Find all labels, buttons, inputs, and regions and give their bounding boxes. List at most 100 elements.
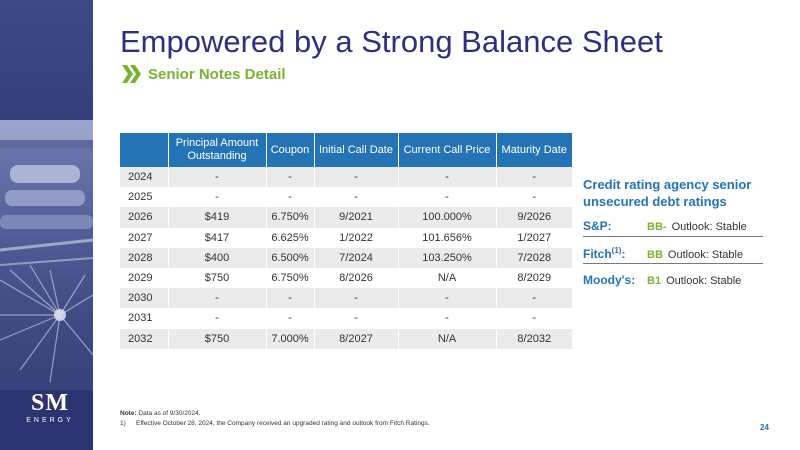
rating-row-moodys: Moody's: B1 Outlook: Stable	[583, 264, 763, 291]
rating-outlook: Outlook: Stable	[666, 275, 742, 287]
credit-ratings-panel: Credit rating agency senior unsecured de…	[583, 176, 763, 291]
cell-maturity-date: -	[496, 288, 572, 309]
cell-current-call-price: N/A	[398, 328, 497, 349]
facility-illustration	[0, 120, 93, 383]
cell-maturity-date: 8/2032	[496, 328, 572, 349]
cell-principal: $417	[168, 227, 267, 248]
table-row: 2026 $419 6.750% 9/2021 100.000% 9/2026	[120, 207, 572, 228]
header-coupon: Coupon	[266, 133, 315, 167]
cell-initial-call-date: 8/2026	[314, 267, 399, 289]
cell-year: 2028	[120, 247, 169, 268]
cell-coupon: -	[266, 288, 315, 309]
table-row: 2028 $400 6.500% 7/2024 103.250% 7/2028	[120, 247, 572, 268]
cell-current-call-price: N/A	[398, 267, 497, 289]
table-body: 2024- - - - -2025- - - - -2026 $419 6.750% 9/2021 10…	[120, 167, 572, 349]
cell-initial-call-date: -	[314, 167, 399, 188]
table-row: 2031- - - - -	[120, 308, 572, 329]
cell-year: 2030	[120, 288, 169, 309]
sidebar-photo-sky	[0, 0, 93, 120]
ratings-heading: Credit rating agency senior unsecured de…	[583, 177, 752, 209]
slide-subtitle: Senior Notes Detail	[148, 65, 286, 83]
cell-year: 2031	[120, 308, 169, 329]
cell-current-call-price: -	[398, 167, 497, 188]
subtitle-row: Senior Notes Detail	[122, 64, 286, 84]
table-row: 2024- - - - -	[120, 167, 572, 188]
cell-maturity-date: 8/2029	[496, 267, 572, 289]
header-current-call-price: Current Call Price	[398, 133, 497, 167]
cell-principal: $750	[168, 328, 267, 349]
cell-principal: -	[168, 308, 267, 329]
footnote-text: Effective October 28, 2024, the Company …	[136, 420, 430, 427]
double-chevron-right-icon	[122, 65, 141, 83]
rating-row-sp: S&P: BB- Outlook: Stable	[583, 210, 763, 237]
rating-outlook: Outlook: Stable	[671, 221, 747, 233]
cell-maturity-date: 7/2028	[496, 247, 572, 268]
cell-maturity-date: -	[496, 167, 572, 188]
cell-initial-call-date: -	[314, 308, 399, 329]
rating-grade: BB-	[647, 221, 667, 233]
header-maturity-date: Maturity Date	[496, 133, 572, 167]
cell-coupon: -	[266, 167, 315, 188]
cell-coupon: 7.000%	[266, 328, 315, 349]
header-year	[120, 133, 169, 167]
cell-current-call-price: 100.000%	[398, 207, 497, 228]
cell-year: 2025	[120, 187, 169, 208]
cell-initial-call-date: -	[314, 288, 399, 309]
table-row: 2025- - - - -	[120, 187, 572, 208]
agency-colon: :	[621, 247, 626, 261]
cell-coupon: 6.750%	[266, 207, 315, 228]
footnote-number: 1)	[120, 420, 126, 427]
agency-label: S&P:	[583, 219, 612, 233]
cell-initial-call-date: -	[314, 187, 399, 208]
cell-current-call-price: -	[398, 308, 497, 329]
sidebar-photo-panel: SM ENERGY	[0, 0, 93, 450]
agency-name: S&P:	[583, 219, 647, 233]
header-initial-call-date: Initial Call Date	[314, 133, 399, 167]
cell-principal: -	[168, 167, 267, 188]
cell-current-call-price: 101.656%	[398, 227, 497, 248]
table-header-row: Principal Amount Outstanding Coupon Init…	[120, 133, 572, 167]
table-row: 2032 $750 7.000% 8/2027 N/A 8/2032	[120, 328, 572, 349]
footnote-ref: (1)	[611, 246, 622, 255]
cell-coupon: 6.750%	[266, 267, 315, 289]
table-row: 2030- - - - -	[120, 288, 572, 309]
agency-name: Moody's:	[583, 273, 647, 287]
table-row: 2027 $417 6.625% 1/2022 101.656% 1/2027	[120, 227, 572, 248]
cell-initial-call-date: 9/2021	[314, 207, 399, 228]
rating-grade: B1	[647, 275, 662, 287]
cell-year: 2027	[120, 227, 169, 248]
cell-current-call-price: -	[398, 187, 497, 208]
table-row: 2029 $750 6.750% 8/2026 N/A 8/2029	[120, 267, 572, 289]
note-label: Note:	[120, 410, 137, 417]
cell-maturity-date: 1/2027	[496, 227, 572, 248]
senior-notes-table: Principal Amount Outstanding Coupon Init…	[120, 133, 572, 349]
cell-coupon: -	[266, 308, 315, 329]
company-logo: SM ENERGY	[20, 390, 80, 430]
cell-maturity-date: -	[496, 308, 572, 329]
cell-year: 2026	[120, 207, 169, 228]
cell-initial-call-date: 1/2022	[314, 227, 399, 248]
cell-initial-call-date: 8/2027	[314, 328, 399, 349]
agency-label: Fitch	[583, 247, 612, 261]
footnote-item: 1) Effective October 28, 2024, the Compan…	[120, 419, 720, 429]
cell-coupon: -	[266, 187, 315, 208]
logo-mark: SM	[31, 390, 69, 416]
rating-outlook: Outlook: Stable	[667, 249, 744, 261]
cell-year: 2024	[120, 167, 169, 188]
logo-wordmark: ENERGY	[26, 417, 74, 424]
footnote-note: Note: Data as of 9/30/2024.	[120, 409, 720, 419]
cell-initial-call-date: 7/2024	[314, 247, 399, 268]
sidebar-base	[0, 390, 93, 450]
agency-label: Moody's:	[583, 273, 636, 287]
cell-maturity-date: 9/2026	[496, 207, 572, 228]
cell-principal: -	[168, 288, 267, 309]
cell-principal: -	[168, 187, 267, 208]
cell-principal: $400	[168, 247, 267, 268]
sidebar-photo-facility	[0, 120, 93, 390]
cell-principal: $419	[168, 207, 267, 228]
header-principal: Principal Amount Outstanding	[168, 133, 267, 167]
cell-year: 2032	[120, 328, 169, 349]
cell-coupon: 6.625%	[266, 227, 315, 248]
footnotes: Note: Data as of 9/30/2024. 1) Effective …	[120, 409, 720, 429]
slide-title: Empowered by a Strong Balance Sheet	[120, 24, 663, 59]
